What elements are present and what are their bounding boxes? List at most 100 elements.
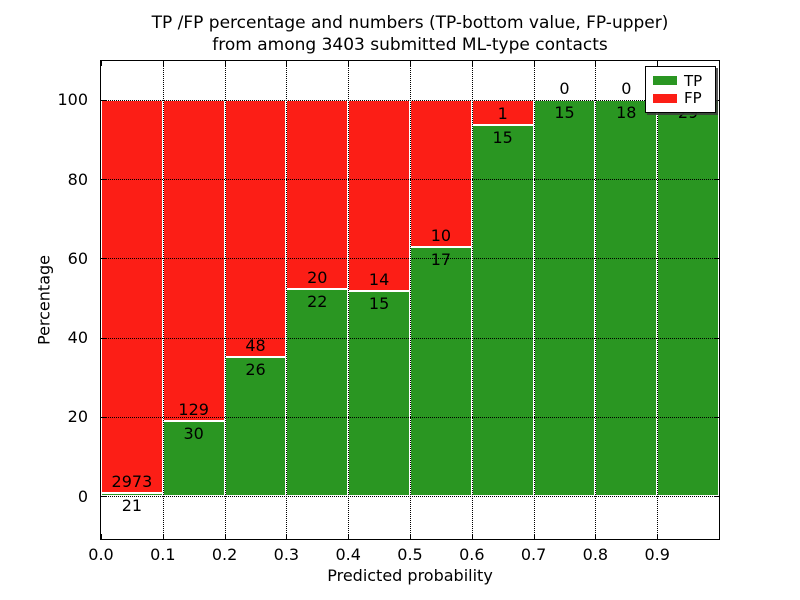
y-tick-mark	[101, 179, 106, 181]
fp-count-label: 14	[368, 270, 390, 290]
y-tick-mark-right	[714, 416, 719, 418]
x-tick-label: 0.2	[211, 545, 238, 564]
bar-segment-tp	[471, 124, 534, 497]
bar-segment-fp	[348, 99, 410, 292]
legend-swatch-tp	[653, 76, 677, 86]
x-tick-mark	[348, 534, 350, 539]
v-gridline	[595, 61, 597, 539]
v-gridline	[657, 61, 659, 539]
x-tick-mark-top	[101, 61, 102, 66]
bar-segment-tp	[162, 421, 225, 497]
x-axis-label: Predicted probability	[327, 566, 493, 585]
tp-count-label: 21	[121, 496, 143, 516]
legend-label: TP	[684, 71, 703, 90]
x-tick-mark-top	[657, 61, 659, 66]
x-tick-label: 0.7	[520, 545, 547, 564]
fp-count-label: 129	[178, 400, 209, 420]
tp-count-label: 15	[554, 102, 575, 122]
x-tick-mark-top	[533, 61, 535, 66]
legend-swatch-fp	[653, 93, 677, 103]
v-gridline	[224, 61, 226, 539]
x-tick-label: 0.5	[397, 545, 423, 564]
v-gridline	[410, 61, 411, 539]
y-tick-mark	[101, 337, 106, 339]
v-gridline	[162, 61, 164, 539]
y-tick-mark-right	[714, 99, 719, 101]
fp-count-label: 1	[497, 103, 508, 123]
x-tick-label: 0.8	[582, 545, 609, 564]
legend-item-tp: TP	[653, 73, 708, 89]
y-tick-mark	[101, 496, 106, 498]
x-tick-mark	[533, 534, 535, 539]
bar-segment-tp	[657, 99, 719, 497]
tp-count-label: 15	[368, 294, 390, 314]
fp-count-label: 48	[245, 335, 266, 355]
y-tick-mark-right	[714, 337, 719, 339]
legend: TP FP	[645, 66, 716, 113]
x-tick-label: 0.4	[335, 545, 361, 564]
fp-count-label: 0	[621, 78, 632, 98]
y-tick-label: 40	[67, 328, 88, 348]
x-tick-mark-top	[162, 61, 164, 66]
chart-title-line2: from among 3403 submitted ML-type contac…	[212, 35, 608, 55]
fp-count-label: 10	[430, 225, 452, 245]
x-tick-mark-top	[595, 61, 597, 66]
x-tick-mark	[286, 534, 288, 539]
tp-count-label: 26	[245, 359, 266, 379]
y-tick-mark-right	[714, 258, 719, 260]
bar-segment-fp	[224, 99, 287, 357]
plot-area: 297321129304826202214151017115015018029	[100, 60, 720, 540]
bar-segment-tp	[595, 99, 658, 497]
chart-title: TP /FP percentage and numbers (TP-bottom…	[100, 12, 720, 56]
v-gridline	[471, 61, 473, 539]
bar-segment-fp	[410, 99, 472, 247]
bar-segment-tp	[286, 288, 349, 497]
fp-count-label: 2973	[111, 472, 153, 492]
bar-segment-tp	[533, 99, 596, 497]
y-tick-mark	[101, 416, 106, 418]
x-tick-label: 0.3	[273, 545, 300, 564]
y-tick-label: 20	[67, 407, 88, 427]
v-gridline	[348, 61, 350, 539]
x-tick-mark-top	[348, 61, 350, 66]
tp-count-label: 17	[430, 249, 452, 269]
x-tick-label: 0.1	[150, 545, 176, 564]
x-tick-mark	[595, 534, 597, 539]
x-tick-mark-top	[410, 61, 411, 66]
fp-count-label: 20	[307, 267, 328, 287]
bar-segment-fp	[286, 99, 349, 289]
x-tick-mark	[224, 534, 226, 539]
x-tick-label: 0.9	[644, 545, 670, 564]
y-tick-label: 0	[77, 486, 88, 506]
x-tick-label: 0.0	[88, 545, 114, 564]
v-gridline	[286, 61, 288, 539]
y-tick-mark	[101, 99, 106, 101]
legend-label: FP	[684, 89, 702, 108]
x-tick-label: 0.6	[459, 545, 485, 564]
legend-item-fp: FP	[653, 90, 708, 106]
x-tick-mark	[101, 534, 102, 539]
tp-count-label: 18	[616, 102, 637, 122]
y-tick-mark-right	[714, 179, 719, 181]
y-tick-mark-right	[714, 496, 719, 498]
y-tick-label: 80	[67, 169, 88, 189]
bar-segment-tp	[410, 246, 472, 497]
x-tick-mark	[471, 534, 473, 539]
fp-count-label: 0	[559, 78, 570, 98]
tp-count-label: 15	[492, 127, 513, 147]
x-tick-mark-top	[286, 61, 288, 66]
y-tick-label: 60	[67, 248, 88, 268]
bar-segment-fp	[101, 99, 163, 494]
y-tick-label: 100	[57, 90, 88, 110]
tp-count-label: 30	[183, 424, 204, 444]
x-tick-mark-top	[471, 61, 473, 66]
x-tick-mark	[162, 534, 164, 539]
y-tick-mark	[101, 258, 106, 260]
x-tick-mark	[410, 534, 411, 539]
bar-segment-fp	[162, 99, 225, 422]
tp-count-label: 22	[307, 291, 328, 311]
bar-segment-tp	[348, 291, 410, 497]
chart-title-line1: TP /FP percentage and numbers (TP-bottom…	[151, 13, 669, 33]
x-tick-mark-top	[224, 61, 226, 66]
